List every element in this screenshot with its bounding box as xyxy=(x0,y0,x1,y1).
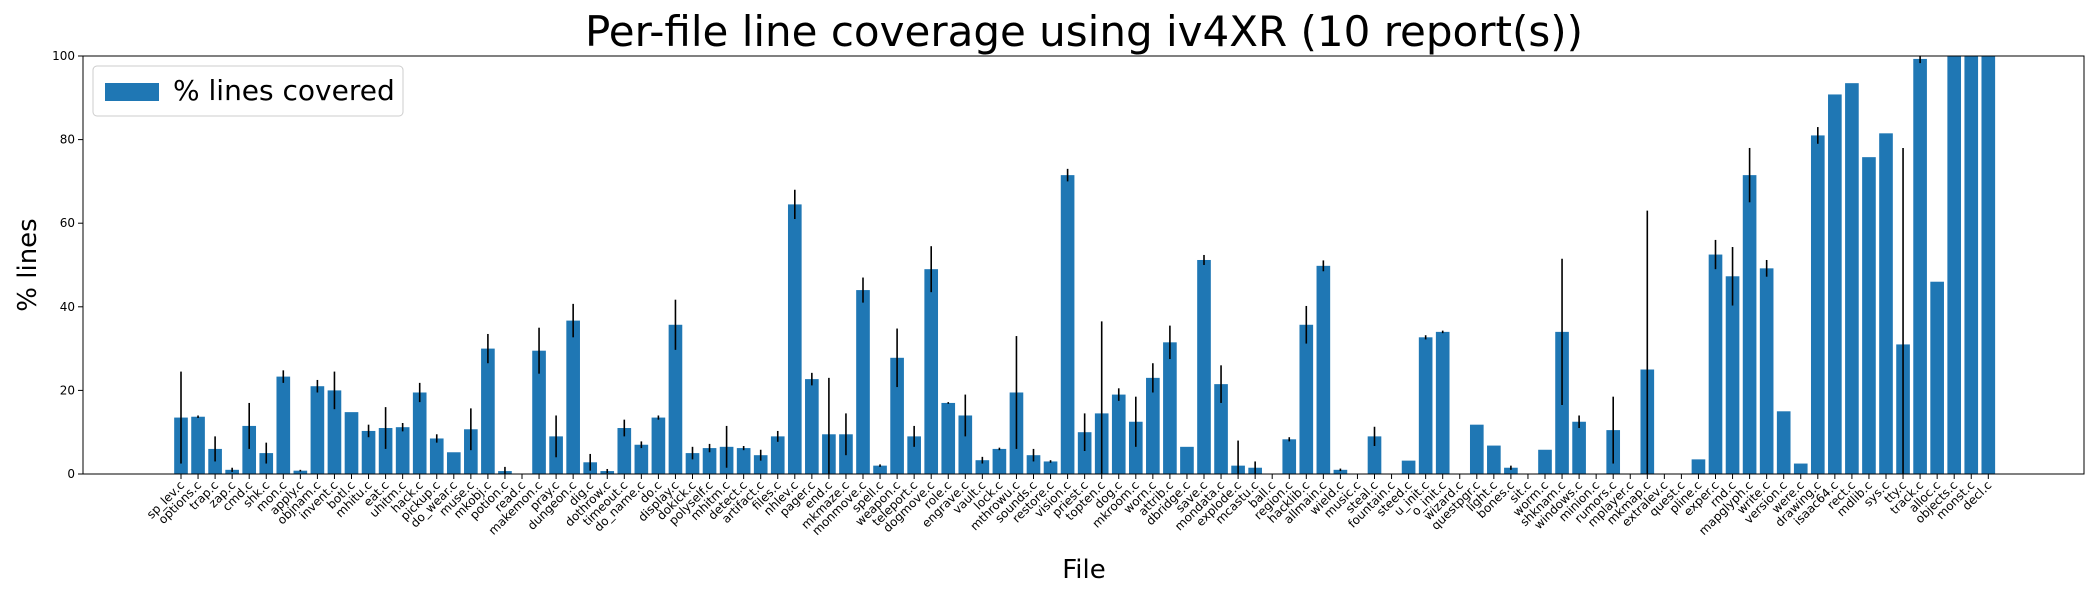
bar xyxy=(412,392,427,474)
plot-area xyxy=(174,56,1996,474)
bar xyxy=(617,428,632,474)
bar xyxy=(378,428,393,474)
legend-label: % lines covered xyxy=(173,74,395,107)
bar xyxy=(1299,324,1314,474)
bar xyxy=(208,448,222,474)
chart-title: Per-file line coverage using iv4XR (10 r… xyxy=(585,7,1583,56)
bar xyxy=(634,444,649,474)
bar xyxy=(702,448,717,474)
bar xyxy=(1828,94,1842,474)
bar xyxy=(1469,424,1484,474)
bar xyxy=(1793,463,1808,474)
bar xyxy=(566,320,580,474)
bar xyxy=(753,455,768,474)
bar xyxy=(242,425,257,474)
bar xyxy=(1128,421,1143,474)
bar xyxy=(907,436,921,474)
bar xyxy=(941,402,956,474)
bar xyxy=(1725,276,1740,474)
bar xyxy=(1487,445,1501,474)
bar xyxy=(873,465,887,474)
bar xyxy=(1043,461,1058,474)
bar xyxy=(1504,467,1518,474)
bar xyxy=(191,416,205,474)
bar xyxy=(1163,342,1177,474)
bar xyxy=(1282,439,1297,474)
bar xyxy=(1197,259,1211,474)
bar xyxy=(1930,281,1944,474)
bar xyxy=(464,429,478,474)
bar xyxy=(1435,331,1450,474)
legend-box xyxy=(92,65,404,117)
bar xyxy=(395,427,410,474)
y-tick-label: 20 xyxy=(60,383,75,397)
bar xyxy=(1060,175,1075,474)
bar xyxy=(1418,337,1433,474)
bar xyxy=(770,436,785,474)
bar xyxy=(481,348,495,474)
bar xyxy=(344,412,359,474)
bar xyxy=(532,350,546,474)
bar xyxy=(685,453,700,474)
bar xyxy=(1981,56,1996,474)
y-tick-label: 60 xyxy=(60,216,75,230)
bar xyxy=(1691,459,1706,474)
y-tick-label: 80 xyxy=(60,133,75,147)
bar xyxy=(1538,449,1552,474)
bar xyxy=(1947,56,1962,474)
bar xyxy=(651,417,666,474)
y-tick-label: 40 xyxy=(60,300,75,314)
bar xyxy=(856,290,870,474)
bar xyxy=(1572,421,1586,474)
bar xyxy=(1913,58,1927,474)
bar xyxy=(975,460,990,474)
bar xyxy=(446,452,461,474)
bar xyxy=(992,448,1007,474)
bar xyxy=(327,390,342,474)
bar xyxy=(1742,175,1757,474)
bar xyxy=(1810,135,1825,474)
bar xyxy=(310,386,325,474)
bar xyxy=(1146,377,1160,474)
bar xyxy=(1111,394,1126,474)
bar xyxy=(293,470,308,474)
bar xyxy=(1026,455,1041,474)
bar xyxy=(1862,157,1876,474)
y-tick-label: 100 xyxy=(52,49,75,63)
x-axis-label: File xyxy=(1062,555,1106,585)
bar xyxy=(736,448,751,474)
plot-frame xyxy=(82,55,2085,475)
bar xyxy=(1708,254,1723,474)
bar xyxy=(1180,446,1194,474)
bar xyxy=(276,376,291,474)
y-tick-label: 0 xyxy=(67,467,75,481)
bar xyxy=(1077,432,1092,474)
y-axis-label: % lines xyxy=(13,218,43,311)
bar xyxy=(429,438,444,474)
bar xyxy=(1879,133,1893,474)
bar xyxy=(890,357,904,474)
bar xyxy=(1964,56,1979,474)
bar xyxy=(1401,460,1416,474)
bar xyxy=(668,324,683,474)
bar xyxy=(924,269,939,474)
bar xyxy=(1759,268,1774,474)
legend-swatch xyxy=(105,83,159,101)
bar xyxy=(805,379,819,474)
bar xyxy=(1367,436,1382,474)
bar xyxy=(1776,411,1791,474)
bar xyxy=(361,430,376,474)
bar xyxy=(1316,265,1331,474)
bar xyxy=(1845,83,1859,474)
bar xyxy=(958,415,973,474)
bar xyxy=(787,204,802,474)
bar xyxy=(1214,384,1228,474)
bar xyxy=(1333,469,1348,474)
